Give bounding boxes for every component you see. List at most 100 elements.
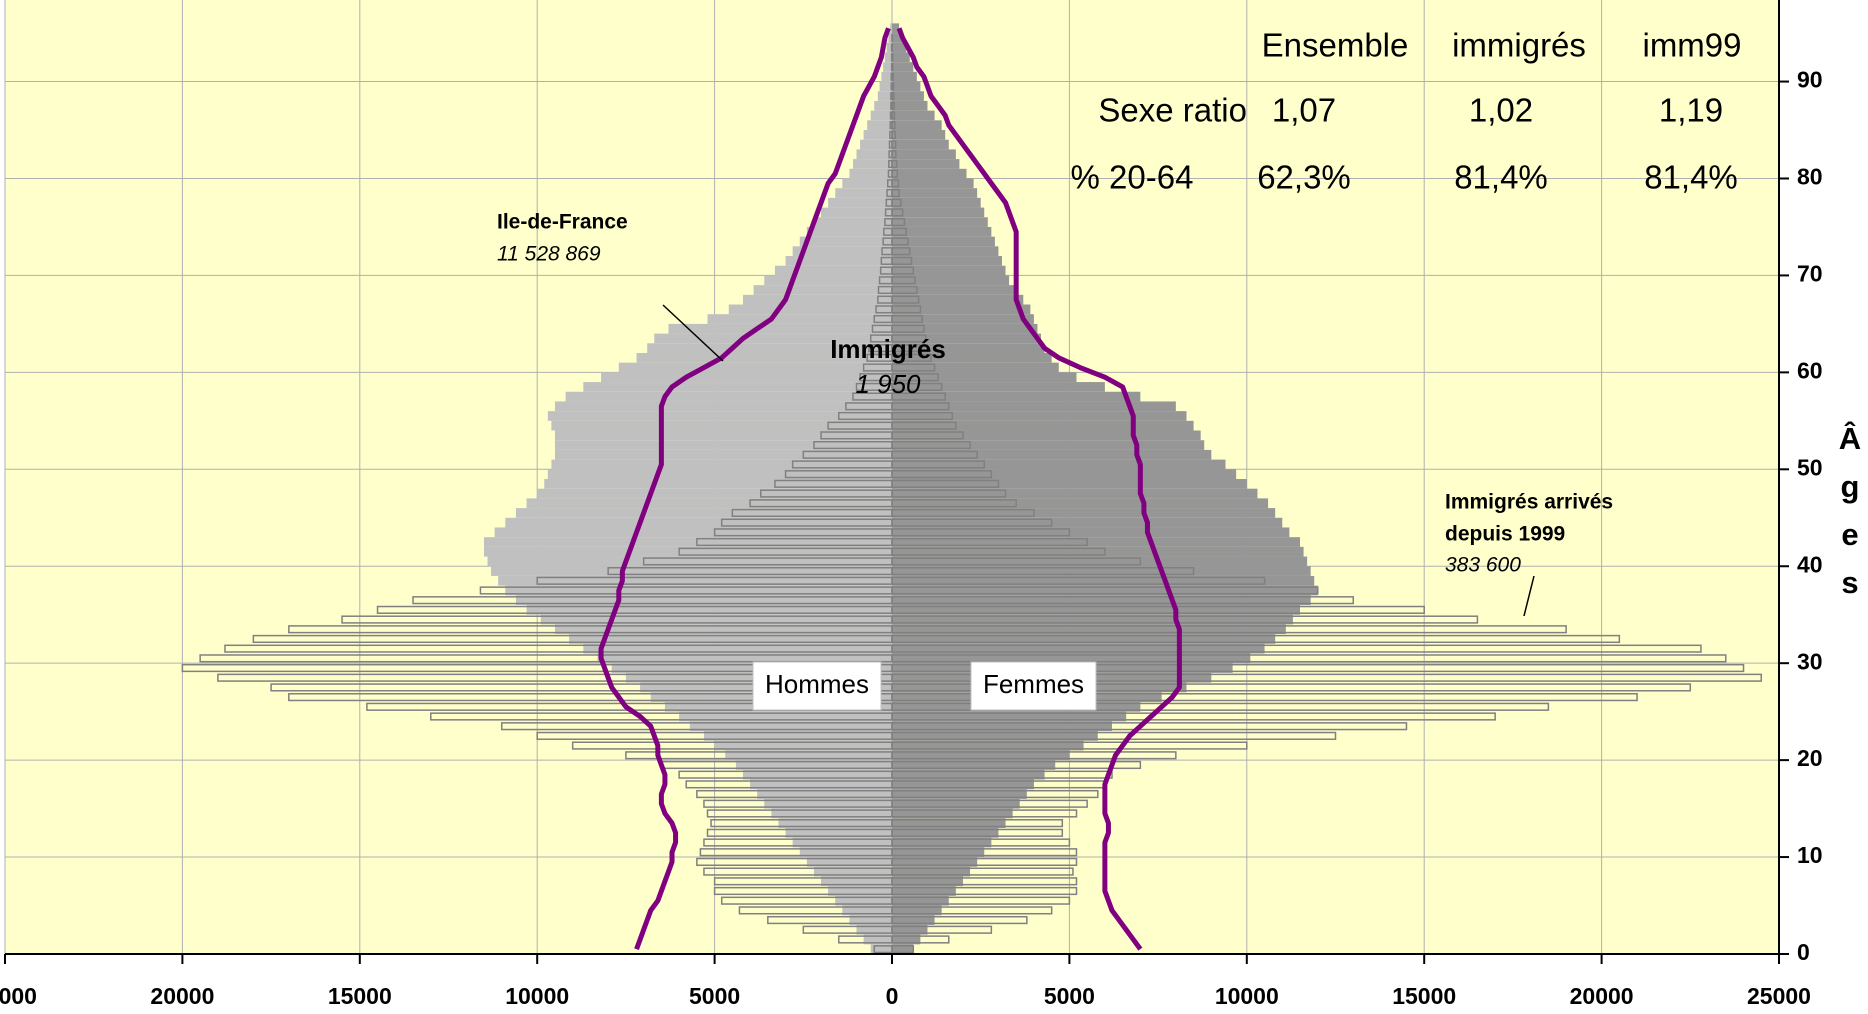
x-tick-label: 10000	[505, 983, 569, 1009]
bar	[547, 411, 892, 421]
bar	[891, 402, 950, 411]
bar	[774, 265, 892, 276]
bar	[892, 207, 985, 218]
bar	[891, 266, 915, 275]
bar	[725, 750, 892, 761]
bar	[892, 469, 1237, 479]
bar	[601, 372, 892, 383]
bar	[892, 100, 928, 111]
bar	[892, 217, 988, 227]
y-tick-label: 10	[1797, 842, 1823, 868]
bar	[891, 392, 946, 401]
bar	[891, 353, 932, 362]
bar	[792, 246, 892, 257]
series-label: depuis 1999	[1445, 523, 1565, 546]
bar	[668, 323, 892, 334]
bar	[891, 363, 936, 372]
bar	[611, 663, 892, 673]
bar	[892, 479, 1247, 489]
bar	[891, 101, 895, 110]
bar	[891, 673, 1763, 682]
bar	[891, 140, 897, 149]
bar	[892, 585, 1318, 596]
bar	[891, 198, 902, 207]
bar	[891, 121, 896, 130]
bar	[892, 449, 1212, 460]
bar	[892, 149, 956, 160]
bar	[806, 857, 892, 867]
plot-area-cover	[1779, 0, 1868, 1014]
bar	[750, 779, 892, 790]
bar	[891, 654, 1727, 663]
bar	[892, 779, 1034, 790]
bar	[892, 905, 942, 916]
bar	[821, 207, 892, 218]
bar	[892, 944, 914, 954]
bar	[892, 808, 1013, 819]
bar	[860, 139, 892, 150]
bar	[892, 895, 949, 906]
bar	[799, 847, 892, 858]
bar	[891, 848, 1078, 857]
bar	[892, 643, 1265, 654]
bar	[892, 575, 1315, 586]
bar	[891, 867, 1074, 876]
bar	[891, 799, 1088, 808]
bar	[891, 179, 900, 188]
bar	[892, 624, 1286, 635]
bar	[891, 295, 920, 304]
bar	[764, 798, 892, 809]
table-header: immigrés	[1452, 27, 1586, 64]
bar	[892, 42, 907, 53]
bar	[892, 546, 1304, 557]
bar	[753, 285, 892, 295]
bar	[735, 760, 892, 770]
bar	[554, 440, 892, 450]
bar	[618, 362, 892, 373]
bar	[891, 819, 1064, 828]
bar	[891, 857, 1078, 867]
bar	[835, 188, 892, 198]
bar	[856, 149, 892, 160]
bar	[554, 401, 892, 412]
bar	[498, 575, 892, 586]
bar	[806, 226, 892, 237]
bar	[551, 420, 892, 431]
bar	[891, 751, 1177, 760]
bar	[892, 159, 960, 169]
bar	[892, 605, 1301, 615]
bar	[892, 188, 978, 198]
bar	[891, 344, 929, 353]
bar	[891, 634, 1621, 644]
bar	[849, 915, 892, 925]
bar	[597, 653, 892, 664]
bar	[891, 159, 898, 169]
bar	[547, 469, 892, 479]
bar	[849, 168, 892, 179]
y-axis-label-letter: g	[1841, 469, 1860, 504]
bar	[892, 33, 903, 43]
x-tick-label: 15000	[1392, 983, 1456, 1009]
bar	[891, 62, 894, 72]
bar	[892, 750, 1070, 761]
bar	[892, 323, 1038, 334]
y-tick-label: 50	[1797, 454, 1823, 480]
bar	[891, 479, 1000, 488]
callout-line	[662, 304, 724, 362]
bar	[891, 247, 911, 256]
bar	[891, 557, 1142, 566]
bar	[892, 459, 1226, 470]
side-label-box	[752, 661, 882, 711]
bar	[828, 886, 892, 896]
bar	[891, 741, 1248, 750]
bar	[891, 373, 939, 382]
bar	[891, 72, 894, 81]
bar	[483, 546, 892, 557]
y-tick-label: 90	[1797, 67, 1823, 93]
bar	[892, 430, 1201, 441]
bar	[892, 246, 999, 257]
bar	[863, 130, 892, 140]
population-line	[598, 27, 891, 951]
bar	[483, 537, 892, 547]
